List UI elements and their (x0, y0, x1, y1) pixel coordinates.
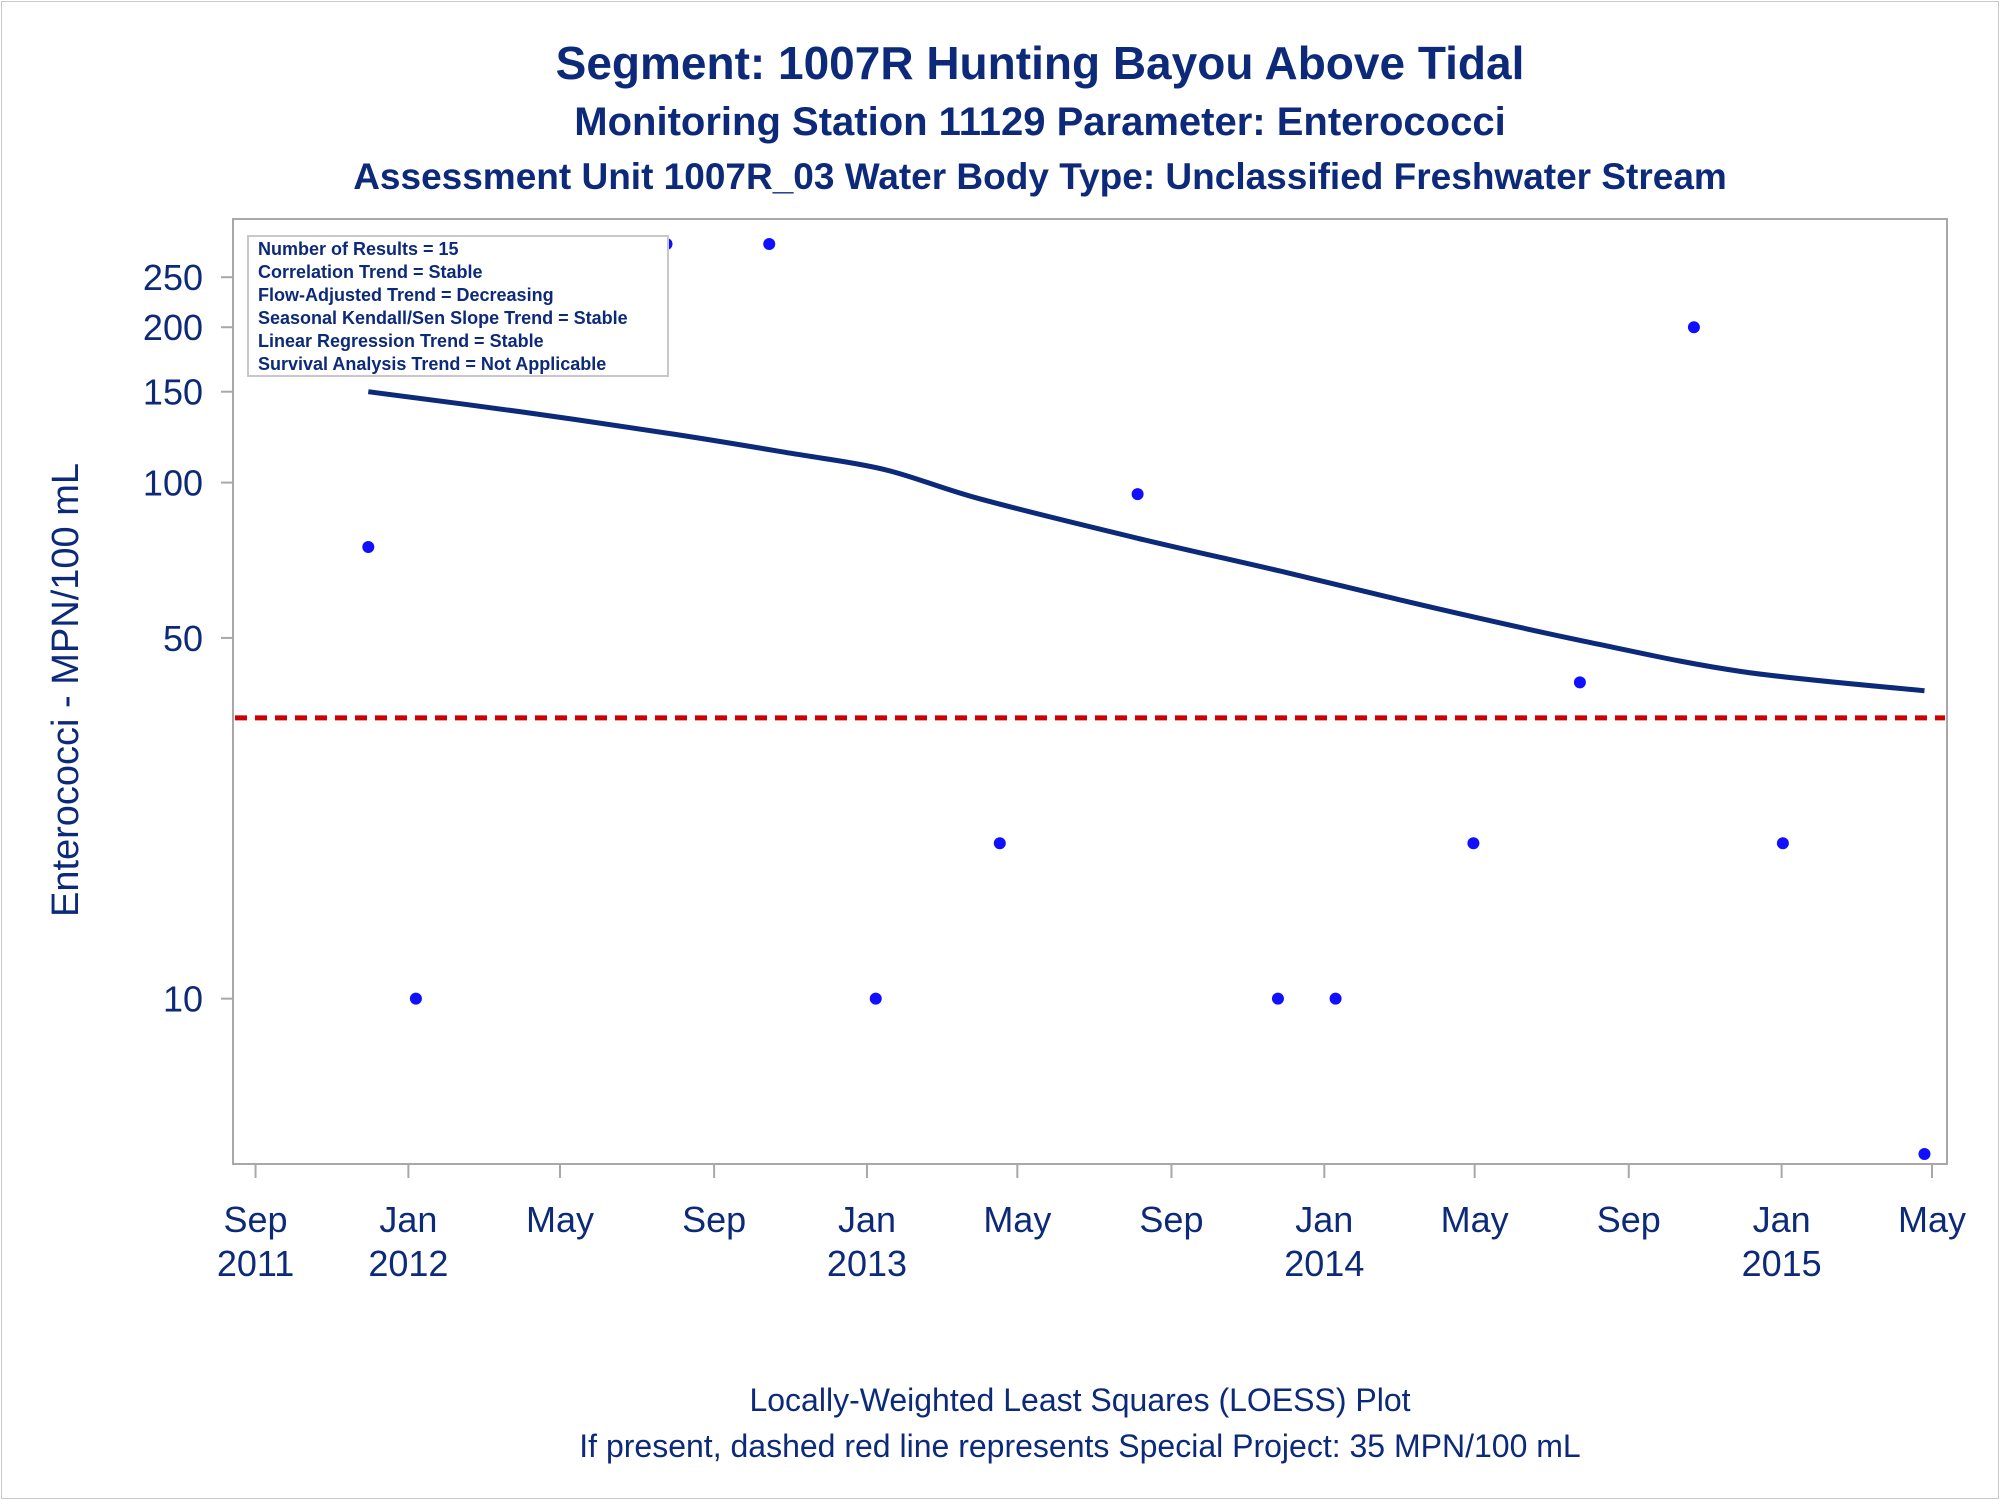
data-point (1271, 992, 1284, 1005)
x-tick-label-month: Jan (379, 1199, 437, 1240)
x-tick-label-month: Jan (1295, 1199, 1353, 1240)
data-point (1131, 488, 1144, 501)
chart-subtitle-assessment: Assessment Unit 1007R_03 Water Body Type… (353, 156, 1727, 197)
data-point (1687, 321, 1700, 334)
legend-line: Linear Regression Trend = Stable (258, 331, 544, 351)
data-point (409, 992, 422, 1005)
x-tick-label-year: 2015 (1742, 1243, 1822, 1284)
x-tick-label-month: May (1898, 1199, 1966, 1240)
x-tick-label-month: Jan (1753, 1199, 1811, 1240)
x-tick-label-month: Jan (838, 1199, 896, 1240)
chart-title: Segment: 1007R Hunting Bayou Above Tidal (555, 37, 1525, 89)
x-tick-label-year: 2014 (1284, 1243, 1364, 1284)
data-points-group (362, 237, 1931, 1160)
data-point (763, 237, 776, 250)
data-point (1573, 676, 1586, 689)
chart-subtitle-station: Monitoring Station 11129 Parameter: Ente… (574, 100, 1506, 144)
data-point (1776, 837, 1789, 850)
y-tick-label: 100 (143, 463, 203, 504)
x-tick-label-year: 2011 (217, 1243, 294, 1284)
data-point (1918, 1148, 1931, 1160)
x-tick-label-year: 2012 (368, 1243, 448, 1284)
legend-line: Seasonal Kendall/Sen Slope Trend = Stabl… (258, 308, 628, 328)
y-tick-label: 250 (143, 257, 203, 298)
legend-frame (247, 235, 669, 377)
x-tick-label-month: May (526, 1199, 594, 1240)
footnote-reference: If present, dashed red line represents S… (579, 1428, 1581, 1464)
y-tick-label: 150 (143, 372, 203, 413)
legend-box: Number of Results = 15 Correlation Trend … (247, 235, 669, 377)
x-tick-label-month: Sep (1597, 1199, 1661, 1240)
x-tick-label-month: Sep (223, 1199, 287, 1240)
y-tick-label: 200 (143, 307, 203, 348)
data-point (869, 992, 882, 1005)
x-tick-label-month: May (983, 1199, 1051, 1240)
x-tick-label-month: Sep (682, 1199, 746, 1240)
y-tick-label: 10 (163, 979, 203, 1020)
footnote-loess: Locally-Weighted Least Squares (LOESS) P… (749, 1382, 1411, 1418)
loess-curve-group (367, 389, 1925, 694)
legend-line: Correlation Trend = Stable (258, 262, 483, 282)
legend-line: Survival Analysis Trend = Not Applicable (258, 354, 606, 374)
data-point (362, 541, 375, 554)
data-point (1329, 992, 1342, 1005)
loess-curve (367, 389, 1925, 694)
data-point (993, 837, 1006, 850)
data-point (1467, 837, 1480, 850)
legend-line: Number of Results = 15 (258, 239, 459, 259)
x-tick-label-month: Sep (1139, 1199, 1203, 1240)
x-tick-label-month: May (1441, 1199, 1509, 1240)
legend-line: Flow-Adjusted Trend = Decreasing (258, 285, 554, 305)
y-axis-label: Enterococci - MPN/100 mL (45, 463, 87, 917)
y-tick-label: 50 (163, 618, 203, 659)
x-tick-label-year: 2013 (827, 1243, 907, 1284)
